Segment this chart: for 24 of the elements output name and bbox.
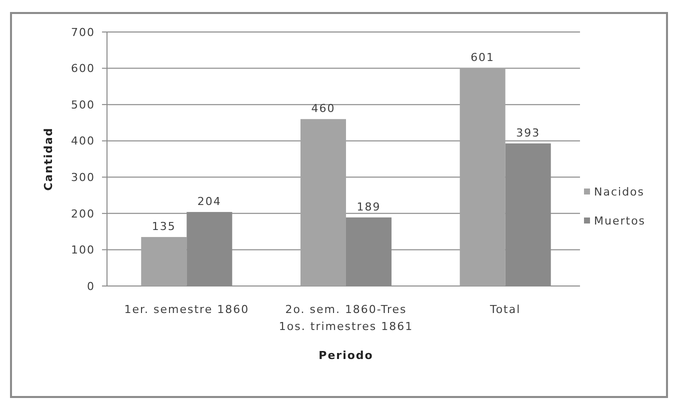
bar <box>300 119 346 286</box>
x-tick-label: 2o. sem. 1860-Tres 1os. trimestres 1861 <box>278 303 414 333</box>
data-label: 135 <box>152 220 176 234</box>
bar <box>141 237 187 286</box>
x-tick-label: 1er. semestre 1860 <box>124 303 250 316</box>
data-label: 189 <box>356 200 381 214</box>
y-axis-title: Cantidad <box>42 127 55 191</box>
legend-label: Nacidos <box>594 185 645 198</box>
bar <box>460 68 506 286</box>
x-axis-title: Periodo <box>318 349 374 362</box>
y-tick-label: 100 <box>71 244 95 257</box>
y-tick-label: 300 <box>71 170 95 184</box>
y-tick-label: 600 <box>71 62 95 76</box>
y-tick-label: 700 <box>71 26 95 39</box>
data-label: 601 <box>470 50 495 64</box>
y-tick-label: 200 <box>71 207 95 220</box>
y-tick-label: 400 <box>71 134 95 148</box>
x-tick-label: Total <box>488 303 521 316</box>
y-tick-label: 500 <box>71 98 95 112</box>
data-label: 393 <box>516 126 540 140</box>
data-label: 460 <box>311 102 336 116</box>
data-label: 204 <box>197 194 222 208</box>
y-tick-label: 0 <box>87 280 95 293</box>
legend-label: Muertos <box>594 214 646 228</box>
